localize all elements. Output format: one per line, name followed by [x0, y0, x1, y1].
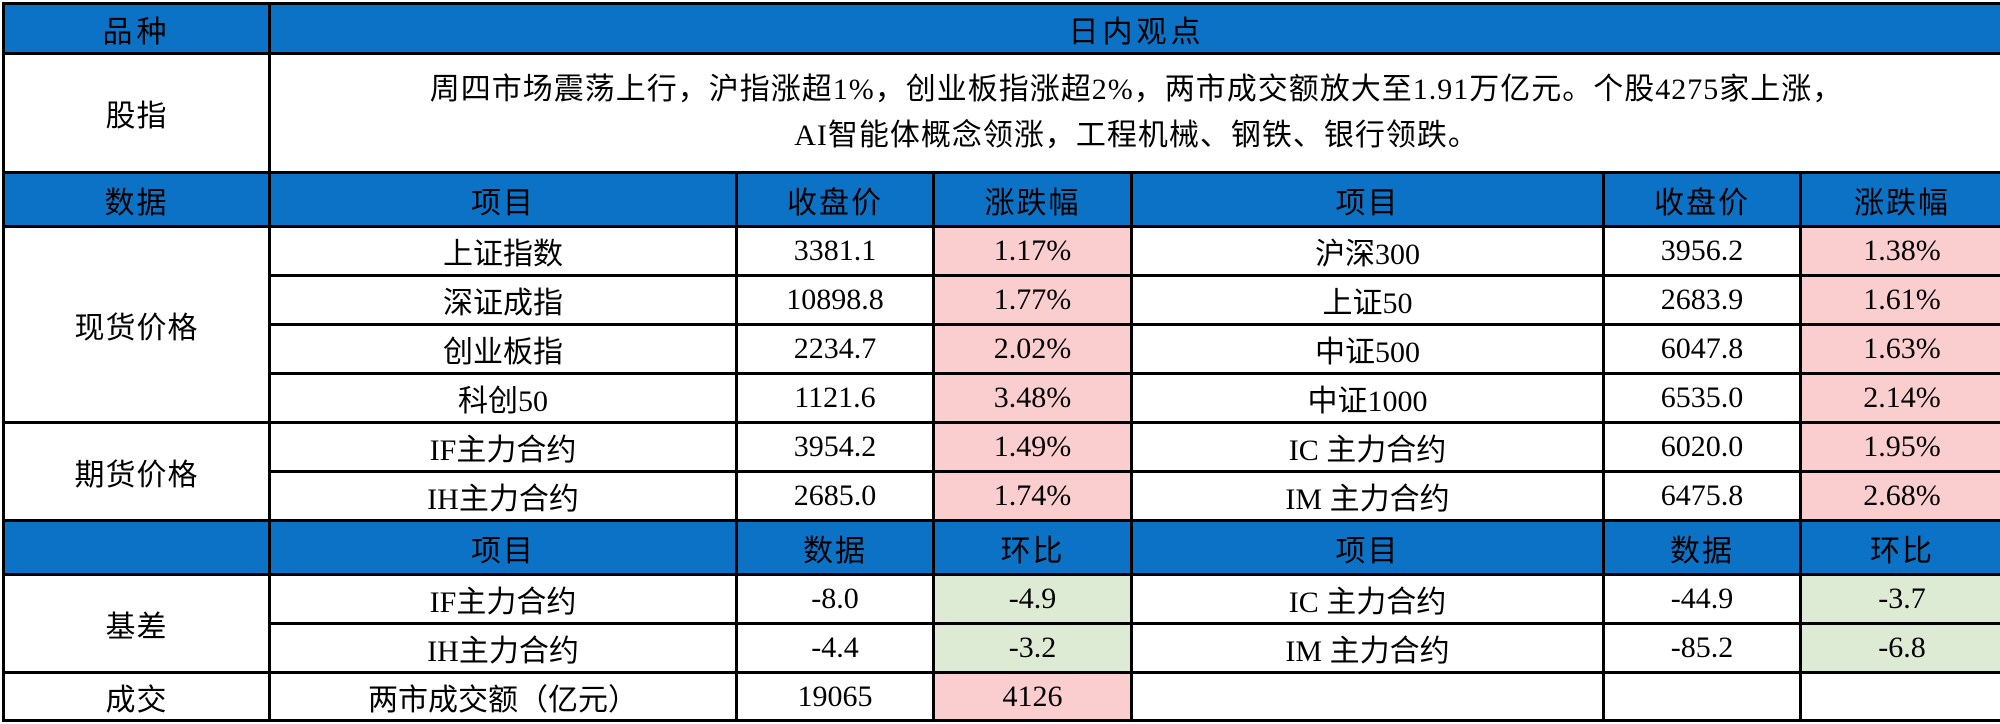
mom-value-cell: -4.9 [932, 573, 1133, 625]
change-header-cell-left: 涨跌幅 [932, 171, 1133, 228]
futures-row-1: 期货价格 IF主力合约 3954.2 1.49% IC 主力合约 6020.0 … [2, 421, 2000, 522]
change-value-cell: 1.63% [1798, 323, 2000, 375]
mom-value-cell: -3.7 [1798, 573, 2000, 625]
view-row: 股指 周四市场震荡上行，沪指涨超1%，创业板指涨超2%，两市成交额放大至1.91… [2, 52, 2000, 174]
close-value-cell: 2685.0 [735, 470, 935, 522]
close-value-cell: 2683.9 [1602, 274, 1802, 326]
mom-header-cell-left: 环比 [932, 519, 1133, 576]
item-header-cell-right: 项目 [1130, 171, 1605, 228]
item2-header-cell-left: 项目 [268, 519, 738, 576]
spot-row-1: 现货价格 上证指数 3381.1 1.17% 沪深300 3956.2 1.38… [2, 225, 2000, 424]
close-value-cell: 3954.2 [735, 421, 935, 473]
contract-name-cell: IM 主力合约 [1130, 622, 1605, 674]
index-name-cell: 科创50 [268, 372, 738, 424]
contract-name-cell: IM 主力合约 [1130, 470, 1605, 522]
stock-index-label-cell: 股指 [2, 52, 271, 174]
view-line-1: 周四市场震荡上行，沪指涨超1%，创业板指涨超2%，两市成交额放大至1.91万亿元… [429, 73, 1844, 106]
empty-cell-2 [1602, 671, 1802, 722]
data-header-cell: 数据 [2, 171, 271, 228]
close-header-cell-right: 收盘价 [1602, 171, 1802, 228]
change-value-cell: 1.49% [932, 421, 1133, 473]
volume-mom-cell: 4126 [932, 671, 1133, 722]
close-value-cell: 3381.1 [735, 225, 935, 277]
title-row: 品种 日内观点 [2, 2, 2000, 55]
contract-name-cell: IC 主力合约 [1130, 573, 1605, 625]
change-value-cell: 1.95% [1798, 421, 2000, 473]
close-value-cell: 2234.7 [735, 323, 935, 375]
close-value-cell: 1121.6 [735, 372, 935, 424]
view-line-2: AI智能体概念领涨，工程机械、钢铁、银行领跌。 [794, 119, 1479, 152]
empty-cell-3 [1798, 671, 2000, 722]
volume-item-cell: 两市成交额（亿元） [268, 671, 738, 722]
close-value-cell: 6047.8 [1602, 323, 1802, 375]
change-value-cell: 1.61% [1798, 274, 2000, 326]
species-header-cell: 品种 [2, 2, 271, 55]
basis-row-1: 基差 IF主力合约 -8.0 -4.9 IC 主力合约 -44.9 -3.7 [2, 573, 2000, 674]
change-value-cell: 3.48% [932, 372, 1133, 424]
value2-header-cell-right: 数据 [1602, 519, 1802, 576]
spot-row-2: 深证成指 10898.8 1.77% 上证50 2683.9 1.61% [4, 274, 2000, 326]
basis-value-cell: -4.4 [735, 622, 935, 674]
index-name-cell: 上证50 [1130, 274, 1605, 326]
index-name-cell: 中证1000 [1130, 372, 1605, 424]
contract-name-cell: IC 主力合约 [1130, 421, 1605, 473]
basis-value-cell: -85.2 [1602, 622, 1802, 674]
mom-value-cell: -6.8 [1798, 622, 2000, 674]
close-value-cell: 6475.8 [1602, 470, 1802, 522]
change-value-cell: 1.17% [932, 225, 1133, 277]
contract-name-cell: IH主力合约 [268, 622, 738, 674]
spot-price-label-cell: 现货价格 [2, 225, 271, 424]
index-name-cell: 沪深300 [1130, 225, 1605, 277]
empty-cell-1 [1130, 671, 1605, 722]
blank-header-cell [2, 519, 271, 576]
change-value-cell: 1.74% [932, 470, 1133, 522]
spot-row-3: 创业板指 2234.7 2.02% 中证500 6047.8 1.63% [4, 323, 2000, 375]
change-value-cell: 1.77% [932, 274, 1133, 326]
item-header-cell-left: 项目 [268, 171, 738, 228]
change-value-cell: 2.02% [932, 323, 1133, 375]
price-header-row: 数据 项目 收盘价 涨跌幅 项目 收盘价 涨跌幅 [2, 171, 2000, 228]
mom-header-cell-right: 环比 [1798, 519, 2000, 576]
item2-header-cell-right: 项目 [1130, 519, 1605, 576]
daily-view-text-cell: 周四市场震荡上行，沪指涨超1%，创业板指涨超2%，两市成交额放大至1.91万亿元… [267, 52, 2000, 174]
contract-name-cell: IH主力合约 [268, 470, 738, 522]
volume-value-cell: 19065 [735, 671, 935, 722]
mom-value-cell: -3.2 [932, 622, 1133, 674]
volume-label-cell: 成交 [2, 671, 271, 722]
close-value-cell: 6535.0 [1602, 372, 1802, 424]
basis-header-row: 项目 数据 环比 项目 数据 环比 [2, 519, 2000, 576]
index-name-cell: 中证500 [1130, 323, 1605, 375]
contract-name-cell: IF主力合约 [268, 421, 738, 473]
futures-price-label-cell: 期货价格 [2, 421, 271, 522]
basis-label-cell: 基差 [2, 573, 271, 674]
close-value-cell: 3956.2 [1602, 225, 1802, 277]
change-header-cell-right: 涨跌幅 [1798, 171, 2000, 228]
close-value-cell: 6020.0 [1602, 421, 1802, 473]
change-value-cell: 2.68% [1798, 470, 2000, 522]
value2-header-cell-left: 数据 [735, 519, 935, 576]
basis-value-cell: -8.0 [735, 573, 935, 625]
change-value-cell: 2.14% [1798, 372, 2000, 424]
futures-row-2: IH主力合约 2685.0 1.74% IM 主力合约 6475.8 2.68% [4, 470, 2000, 522]
index-name-cell: 深证成指 [268, 274, 738, 326]
close-header-cell-left: 收盘价 [735, 171, 935, 228]
close-value-cell: 10898.8 [735, 274, 935, 326]
index-name-cell: 上证指数 [268, 225, 738, 277]
change-value-cell: 1.38% [1798, 225, 2000, 277]
volume-row: 成交 两市成交额（亿元） 19065 4126 [2, 671, 2000, 722]
basis-row-2: IH主力合约 -4.4 -3.2 IM 主力合约 -85.2 -6.8 [4, 622, 2000, 674]
contract-name-cell: IF主力合约 [268, 573, 738, 625]
index-name-cell: 创业板指 [268, 323, 738, 375]
basis-value-cell: -44.9 [1602, 573, 1802, 625]
spot-row-4: 科创50 1121.6 3.48% 中证1000 6535.0 2.14% [4, 372, 2000, 424]
daily-view-header-cell: 日内观点 [267, 2, 2000, 55]
